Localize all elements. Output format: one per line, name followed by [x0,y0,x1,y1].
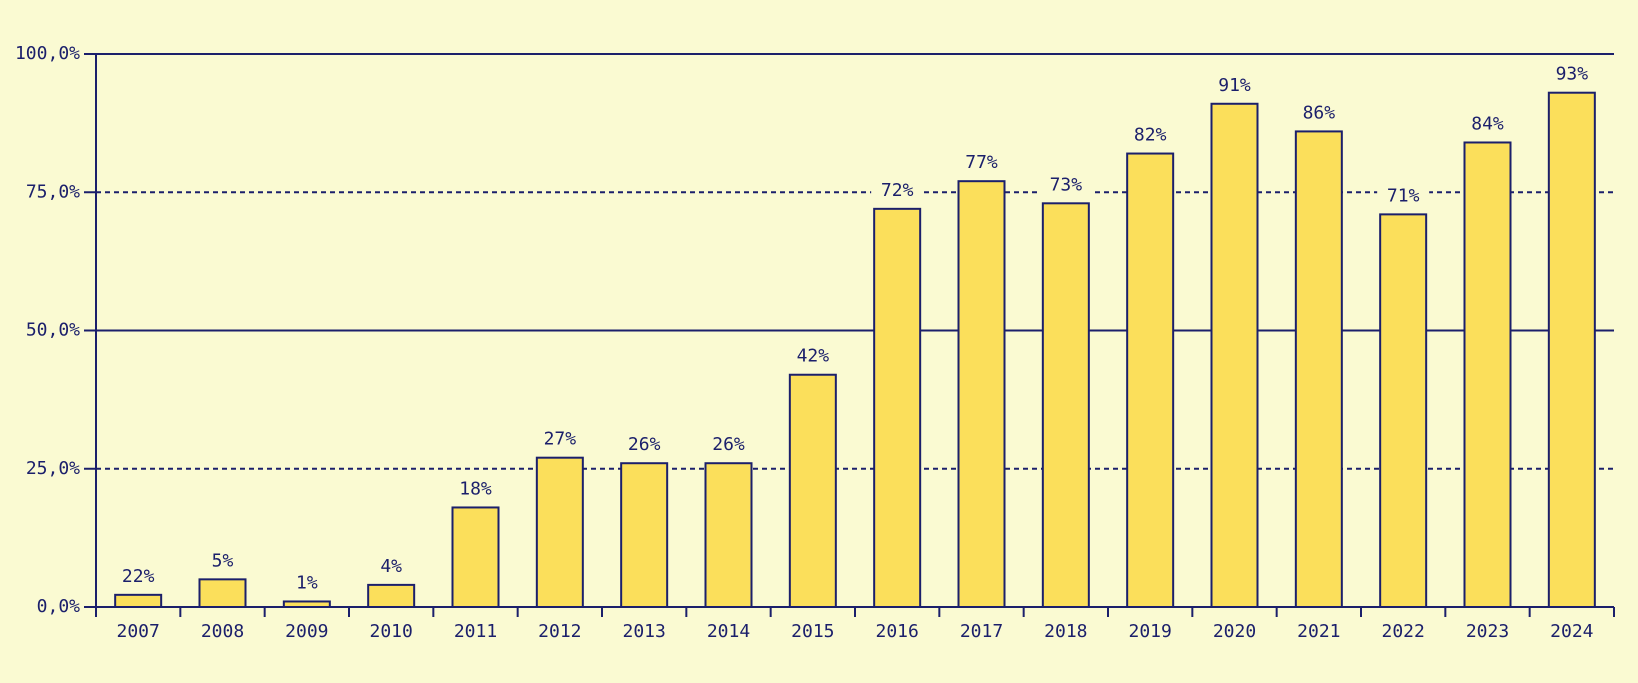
y-tick-label: 0,0% [37,596,81,617]
y-tick-label: 100,0% [15,43,80,64]
bar [1210,102,1259,609]
value-label: 73% [1050,174,1083,195]
x-tick-label: 2020 [1213,621,1256,642]
value-label: 27% [544,429,577,450]
value-label: 26% [628,434,661,455]
label-background [871,178,924,201]
label-background [280,571,333,594]
x-tick-label: 2008 [201,621,244,642]
bar [788,373,837,608]
label-background [533,427,586,450]
label-background [1461,112,1514,135]
bar [1547,91,1596,608]
bar [1041,202,1090,608]
value-label: 42% [797,346,830,367]
label-background [112,564,165,587]
x-tick-label: 2009 [285,621,328,642]
value-label: 71% [1387,185,1420,206]
bar [1294,130,1343,608]
x-tick-label: 2011 [454,621,497,642]
x-tick-label: 2016 [875,621,918,642]
label-background [1208,73,1261,96]
value-label: 4% [380,556,402,577]
x-tick-label: 2010 [369,621,412,642]
x-tick-label: 2015 [791,621,834,642]
bar [535,456,584,608]
x-tick-label: 2012 [538,621,581,642]
x-tick-label: 2021 [1297,621,1340,642]
label-background [618,433,671,456]
x-tick-label: 2007 [116,621,159,642]
bar [957,180,1006,608]
label-background [449,477,502,500]
x-tick-label: 2018 [1044,621,1087,642]
label-background [196,549,249,572]
x-tick-label: 2013 [622,621,665,642]
x-tick-label: 2022 [1381,621,1424,642]
label-background [786,344,839,367]
bar [873,207,922,608]
label-background [702,433,755,456]
bar [367,583,416,609]
bar [451,506,500,608]
label-background [1545,62,1598,85]
value-label: 82% [1134,125,1167,146]
bar [1379,213,1428,608]
x-tick-label: 2014 [707,621,750,642]
value-label: 18% [459,478,492,499]
label-background [365,554,418,577]
value-label: 72% [881,180,914,201]
bar [704,462,753,608]
bar [282,600,331,608]
bar [620,462,669,608]
bar [1463,141,1512,608]
x-tick-label: 2024 [1550,621,1593,642]
bar [198,578,247,608]
label-background [955,151,1008,174]
y-tick-label: 75,0% [26,181,80,202]
label-background [1292,101,1345,124]
value-label: 86% [1303,102,1336,123]
x-tick-label: 2023 [1466,621,1509,642]
label-background [1039,173,1092,196]
bar [1126,152,1175,608]
value-label: 5% [212,550,234,571]
label-background [1377,184,1430,207]
value-label: 84% [1471,113,1504,134]
value-label: 22% [122,566,155,587]
value-label: 77% [965,152,998,173]
label-background [1124,123,1177,146]
value-label: 1% [296,572,318,593]
value-label: 93% [1556,64,1589,85]
x-tick-label: 2017 [960,621,1003,642]
y-tick-label: 25,0% [26,458,80,479]
y-tick-label: 50,0% [26,320,80,341]
x-tick-label: 2019 [1128,621,1171,642]
bar [114,593,163,608]
value-label: 26% [712,434,745,455]
value-label: 91% [1218,75,1251,96]
